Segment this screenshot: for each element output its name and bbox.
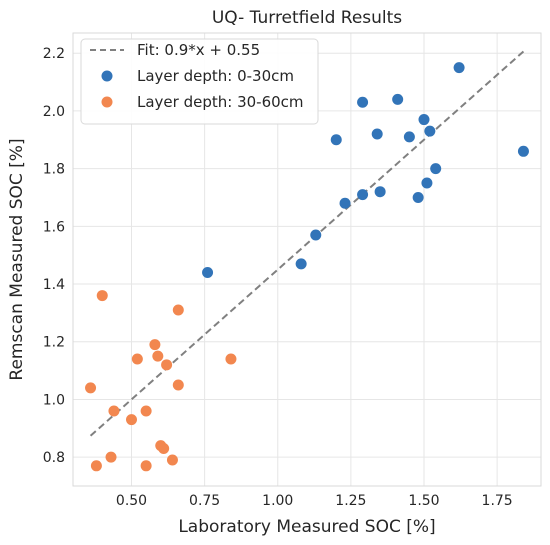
data-point-30-60cm: [90, 460, 102, 472]
y-axis-label: Remscan Measured SOC [%]: [7, 138, 27, 380]
legend-swatch-30-60cm: [101, 96, 113, 108]
data-point-30-60cm: [152, 350, 164, 362]
data-point-30-60cm: [105, 451, 117, 463]
data-point-0-30cm: [412, 191, 424, 203]
tick-labels: 0.50 0.75 1.00 1.25 1.50 1.75 0.8 1.0 1.2 1.4 1.6 1…: [43, 46, 513, 509]
data-point-0-30cm: [374, 186, 386, 198]
legend-swatch-0-30cm: [101, 70, 113, 82]
data-point-0-30cm: [295, 258, 307, 270]
data-point-30-60cm: [140, 405, 152, 417]
y-tick-label: 0.8: [43, 450, 65, 466]
legend-label-30-60cm: Layer depth: 30-60cm: [137, 93, 304, 111]
data-point-30-60cm: [126, 414, 137, 426]
plot-border: [72, 32, 542, 487]
data-point-0-30cm: [392, 93, 404, 105]
data-point-0-30cm: [371, 128, 383, 140]
data-point-0-30cm: [421, 177, 433, 189]
legend-box: [80, 38, 319, 125]
y-tick-label: 1.6: [43, 219, 65, 235]
data-point-30-60cm: [108, 405, 120, 417]
fit-line: [89, 50, 525, 437]
y-tick-label: 1.8: [43, 162, 65, 178]
data-point-0-30cm: [330, 134, 342, 146]
fit-line-layer: [89, 50, 525, 437]
data-point-0-30cm: [202, 266, 214, 278]
data-point-30-60cm: [172, 379, 184, 391]
plot-frame: [72, 32, 542, 487]
data-point-30-60cm: [161, 359, 173, 371]
y-tick-label: 2.2: [43, 46, 65, 62]
y-tick-label: 1.2: [43, 335, 65, 351]
x-axis-label: Laboratory Measured SOC [%]: [178, 517, 435, 537]
data-point-30-60cm: [149, 339, 161, 351]
data-point-0-30cm: [453, 62, 465, 74]
data-point-0-30cm: [424, 125, 436, 137]
data-point-30-60cm: [166, 454, 178, 466]
x-tick-label: 0.75: [189, 493, 220, 509]
points-layer: [85, 62, 529, 472]
legend-label-0-30cm: Layer depth: 0-30cm: [137, 67, 294, 85]
data-point-0-30cm: [403, 131, 415, 143]
chart-title: UQ- Turretfield Results: [212, 8, 402, 28]
y-tick-label: 2.0: [43, 104, 65, 120]
data-point-30-60cm: [85, 382, 97, 394]
data-point-0-30cm: [357, 96, 369, 108]
data-point-0-30cm: [517, 145, 529, 157]
legend: Fit: 0.9*x + 0.55 Layer depth: 0-30cm La…: [80, 38, 319, 125]
data-point-30-60cm: [131, 353, 143, 365]
data-point-0-30cm: [310, 229, 322, 241]
x-tick-label: 1.00: [262, 493, 293, 509]
y-tick-label: 1.0: [43, 392, 65, 408]
legend-fit-label: Fit: 0.9*x + 0.55: [137, 41, 260, 59]
data-point-30-60cm: [96, 290, 108, 302]
data-point-0-30cm: [418, 114, 430, 126]
data-point-30-60cm: [158, 442, 170, 454]
data-point-0-30cm: [430, 163, 442, 175]
x-tick-label: 1.25: [335, 493, 366, 509]
x-tick-label: 1.50: [408, 493, 439, 509]
x-tick-label: 0.50: [116, 493, 147, 509]
data-point-0-30cm: [357, 189, 369, 201]
data-point-30-60cm: [140, 460, 152, 472]
data-point-30-60cm: [172, 304, 184, 316]
data-point-0-30cm: [339, 197, 351, 209]
data-point-30-60cm: [225, 353, 237, 365]
y-tick-label: 1.4: [43, 277, 65, 293]
x-tick-label: 1.75: [482, 493, 513, 509]
